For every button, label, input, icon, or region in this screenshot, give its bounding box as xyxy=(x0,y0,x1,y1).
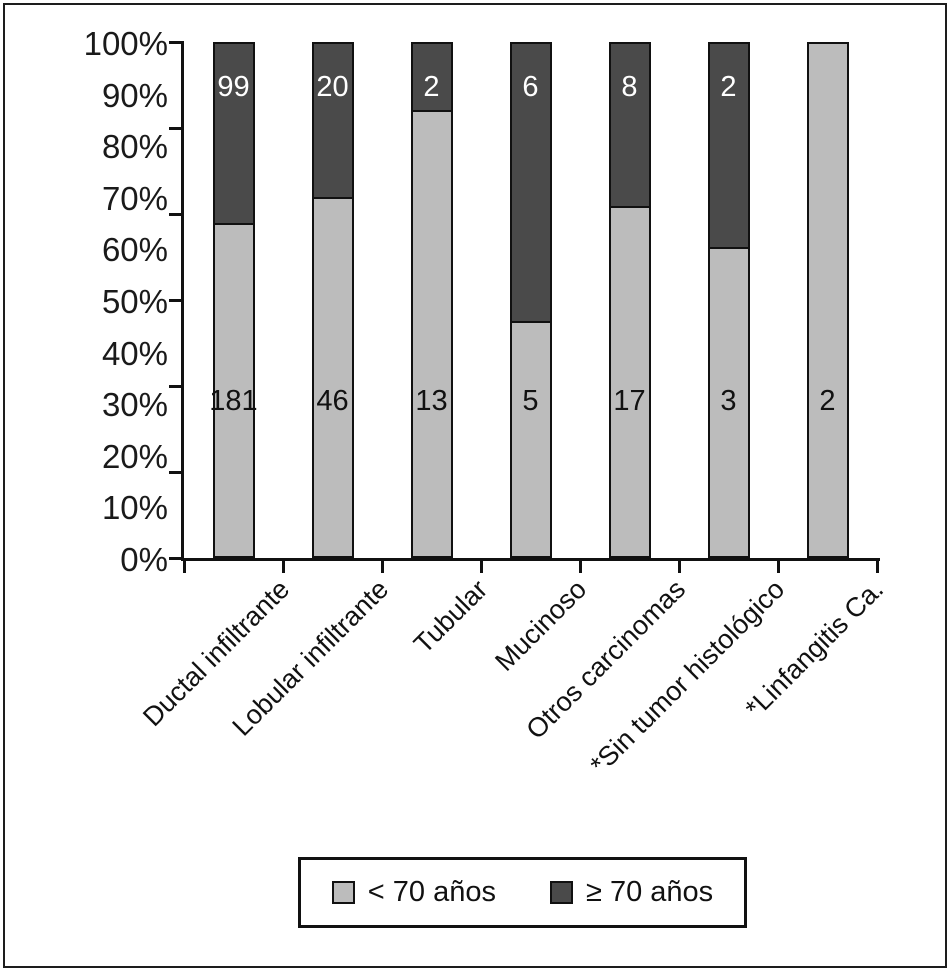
y-axis-tick xyxy=(169,384,184,388)
y-axis-tick-label: 100% xyxy=(83,25,168,62)
x-axis-line xyxy=(181,558,880,561)
bar-value-label-lt70: 17 xyxy=(613,385,646,417)
y-axis-line xyxy=(181,42,184,561)
bar-segment-ge70: 2 xyxy=(412,44,451,113)
x-axis-tick xyxy=(875,558,879,573)
bar-value-label-ge70: 20 xyxy=(316,71,349,103)
legend-item-label: ≥ 70 años xyxy=(586,876,714,908)
legend-item-1: < 70 años xyxy=(331,876,496,909)
y-axis-tick xyxy=(169,40,184,44)
y-axis-tick-label: 0% xyxy=(120,541,168,578)
bar-segment-ge70: 8 xyxy=(610,44,649,208)
bar-7: 2 xyxy=(806,42,849,558)
y-axis-tick xyxy=(169,298,184,302)
y-axis-tick-label: 30% xyxy=(101,386,168,424)
y-axis-tick-label: 50% xyxy=(101,283,168,320)
y-axis-tick xyxy=(169,212,184,216)
y-axis-tick-label: 80% xyxy=(101,128,168,166)
bar-value-label-ge70: 8 xyxy=(621,71,638,103)
bar-value-label-lt70: 46 xyxy=(316,385,349,417)
y-axis-tick-label: 10% xyxy=(101,489,168,527)
bar-value-label-lt70: 2 xyxy=(819,385,836,417)
x-axis-tick xyxy=(281,558,285,573)
y-axis-tick xyxy=(169,556,184,560)
bar-segment-ge70: 6 xyxy=(511,44,550,324)
y-axis-tick-label: 90% xyxy=(101,76,168,114)
bar-segment-ge70: 99 xyxy=(214,44,253,226)
bar-segment-ge70: 2 xyxy=(709,44,748,249)
bar-5: 8 17 xyxy=(608,42,651,558)
y-axis-tick-label: 20% xyxy=(101,437,168,475)
bar-2: 20 46 xyxy=(311,42,354,558)
x-axis-tick xyxy=(677,558,681,573)
bar-value-label-ge70: 99 xyxy=(217,71,250,103)
bar-value-label-lt70: 3 xyxy=(720,385,737,417)
bar-value-label-lt70: 181 xyxy=(209,385,258,417)
x-axis-tick xyxy=(776,558,780,573)
legend-item-label: < 70 años xyxy=(367,876,496,908)
legend: < 70 años ≥ 70 años xyxy=(298,857,747,928)
legend-swatch-icon xyxy=(331,881,355,904)
legend-swatch-icon xyxy=(550,881,573,904)
bar-segment-ge70: 20 xyxy=(313,44,352,200)
x-axis-tick xyxy=(182,558,186,573)
bar-value-label-lt70: 5 xyxy=(522,385,539,417)
legend-item-2: ≥ 70 años xyxy=(550,876,713,909)
y-axis-tick-label: 70% xyxy=(101,179,168,217)
bar-value-label-ge70: 6 xyxy=(522,71,539,103)
bar-1: 99 181 xyxy=(209,42,258,558)
y-axis-tick-label: 40% xyxy=(101,334,168,372)
bar-3: 2 13 xyxy=(410,42,453,558)
bar-value-label-ge70: 2 xyxy=(423,71,440,103)
y-axis-tick xyxy=(169,126,184,130)
y-axis-tick-label: 60% xyxy=(101,231,168,269)
y-axis-tick xyxy=(169,470,184,474)
x-axis-tick xyxy=(479,558,483,573)
bar-value-label-lt70: 13 xyxy=(415,385,448,417)
x-axis-tick xyxy=(578,558,582,573)
x-axis-tick xyxy=(380,558,384,573)
bar-value-label-ge70: 2 xyxy=(720,71,737,103)
